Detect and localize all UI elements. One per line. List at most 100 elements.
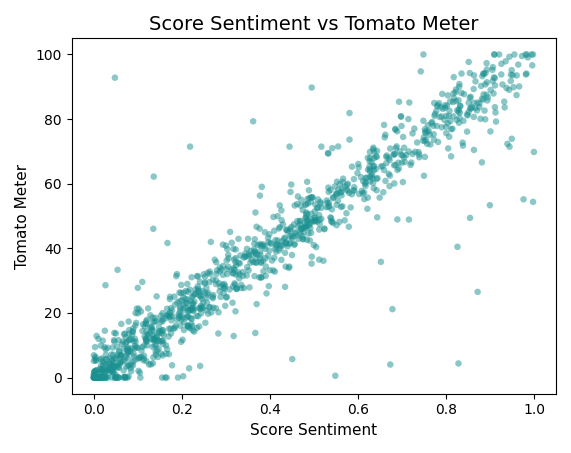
Point xyxy=(330,183,339,190)
Point xyxy=(124,330,134,337)
Point xyxy=(338,202,347,210)
Point xyxy=(442,130,451,137)
Point xyxy=(328,145,337,152)
Point xyxy=(521,51,530,58)
Point xyxy=(294,235,303,242)
Point xyxy=(306,198,315,206)
Point xyxy=(93,374,102,381)
Point xyxy=(240,253,250,260)
Point xyxy=(305,194,314,202)
Point xyxy=(98,357,107,365)
Point xyxy=(471,104,480,111)
Point xyxy=(215,264,224,271)
Point xyxy=(482,60,491,67)
Point xyxy=(124,337,134,344)
Point xyxy=(285,233,294,241)
Point xyxy=(194,288,203,295)
Point xyxy=(478,70,488,77)
Point xyxy=(186,314,195,322)
Point xyxy=(182,287,191,294)
Point xyxy=(292,200,301,207)
Point xyxy=(105,355,114,362)
Point xyxy=(183,304,192,312)
Point xyxy=(252,255,261,262)
Point xyxy=(368,171,377,178)
Point xyxy=(172,270,182,278)
Point xyxy=(286,225,295,232)
Point xyxy=(223,270,232,278)
Point xyxy=(421,136,431,144)
Point xyxy=(90,368,99,375)
Point xyxy=(302,236,311,243)
Point xyxy=(109,363,118,371)
Point xyxy=(234,235,243,242)
Point xyxy=(256,248,265,255)
Point xyxy=(369,185,379,192)
Point xyxy=(271,245,280,252)
Point xyxy=(139,352,148,359)
Point xyxy=(124,327,134,334)
Point xyxy=(158,327,167,334)
Point xyxy=(488,66,497,73)
Point xyxy=(295,221,304,228)
Point xyxy=(202,284,211,291)
Point xyxy=(308,217,317,225)
Point xyxy=(393,128,402,135)
Point xyxy=(305,222,314,229)
Point xyxy=(165,295,174,303)
Point xyxy=(332,190,341,197)
Point xyxy=(180,304,190,312)
Point xyxy=(90,374,99,381)
Point xyxy=(242,245,251,252)
Point xyxy=(120,357,129,364)
Point xyxy=(483,94,492,101)
Point xyxy=(273,212,282,220)
Point xyxy=(231,281,240,288)
Point xyxy=(188,300,197,307)
Point xyxy=(218,241,227,248)
Point xyxy=(303,217,312,224)
Point xyxy=(315,212,324,219)
Point xyxy=(256,251,265,259)
Point xyxy=(108,368,117,376)
Point xyxy=(429,136,439,143)
Point xyxy=(152,333,162,340)
Point xyxy=(187,305,196,313)
Point xyxy=(391,161,400,169)
Point xyxy=(110,355,119,362)
Point xyxy=(257,274,266,281)
Point xyxy=(102,356,111,363)
Point xyxy=(119,345,128,352)
Point xyxy=(231,246,240,253)
Point xyxy=(176,289,186,297)
Point xyxy=(111,374,120,381)
Point xyxy=(174,310,183,318)
Point xyxy=(289,241,299,249)
Point xyxy=(203,269,212,276)
Point xyxy=(477,95,486,102)
Point xyxy=(275,223,284,231)
Point xyxy=(112,374,121,381)
Point xyxy=(433,138,443,145)
Point xyxy=(389,162,399,169)
Point xyxy=(223,294,232,301)
Point xyxy=(170,293,179,300)
Point xyxy=(289,233,298,240)
Point xyxy=(481,81,490,88)
Point xyxy=(275,225,284,232)
Point xyxy=(94,374,103,381)
Point xyxy=(502,84,511,92)
Point xyxy=(295,218,304,225)
Point xyxy=(142,328,151,335)
Point xyxy=(231,271,240,278)
Point xyxy=(360,180,369,188)
Point xyxy=(96,369,106,376)
Point xyxy=(167,317,176,324)
Point xyxy=(189,307,198,314)
Point xyxy=(396,113,405,120)
Point xyxy=(337,188,346,196)
Point xyxy=(302,217,311,224)
Point xyxy=(154,345,163,352)
Point xyxy=(110,374,119,381)
Point xyxy=(250,246,259,253)
